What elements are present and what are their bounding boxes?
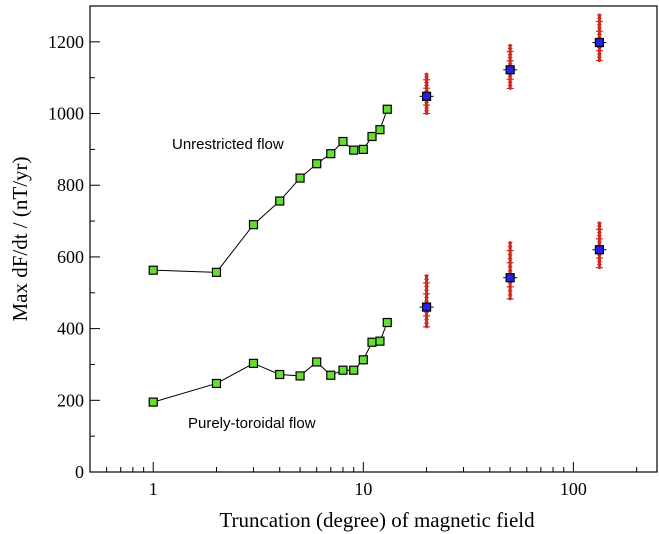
data-point <box>421 302 432 312</box>
x-axis-title: Truncation (degree) of magnetic field <box>219 508 535 532</box>
data-point <box>421 91 432 101</box>
y-axis: 0 200 400 600 800 1000 1200 <box>48 32 100 482</box>
data-point <box>148 397 158 407</box>
data-point <box>375 125 385 135</box>
data-point <box>349 145 359 155</box>
data-point <box>367 337 377 347</box>
data-point <box>148 265 158 275</box>
plot-frame <box>89 5 658 473</box>
x-tick-label: 100 <box>560 479 587 499</box>
annotation-toroidal: Purely-toroidal flow <box>188 415 316 432</box>
y-axis-title: Max dF/dt / (nT/yr) <box>8 156 32 321</box>
x-tick-label: 1 <box>149 479 158 499</box>
data-point <box>312 159 322 169</box>
data-point <box>382 104 392 114</box>
spread-points <box>423 13 603 329</box>
data-point <box>338 365 348 375</box>
y-tick-label: 600 <box>57 247 84 267</box>
data-point <box>326 370 336 380</box>
data-point <box>505 65 515 75</box>
data-point <box>275 369 285 380</box>
data-point <box>326 149 336 159</box>
data-point <box>295 371 305 381</box>
annotation-unrestricted: Unrestricted flow <box>172 136 284 153</box>
minor-ticks <box>89 77 638 472</box>
data-point <box>594 37 605 48</box>
data-point <box>211 267 222 277</box>
data-point <box>248 220 259 230</box>
data-markers <box>148 37 607 407</box>
data-point <box>349 365 359 375</box>
data-point <box>358 355 368 365</box>
x-axis: 1 10 100 <box>149 462 587 499</box>
y-tick-label: 1000 <box>48 104 84 124</box>
data-point <box>375 336 385 346</box>
y-tick-label: 0 <box>75 462 84 482</box>
y-tick-label: 800 <box>57 175 84 195</box>
data-point <box>505 273 515 283</box>
series-line <box>153 109 388 273</box>
y-tick-label: 1200 <box>48 32 84 52</box>
data-point <box>211 378 222 389</box>
data-point <box>275 196 285 206</box>
data-point <box>248 358 259 368</box>
data-point <box>594 245 605 255</box>
data-point <box>382 317 392 328</box>
data-point <box>295 173 305 183</box>
data-point <box>367 131 377 142</box>
y-tick-label: 200 <box>57 390 84 410</box>
series-line <box>153 322 388 403</box>
data-point <box>338 136 348 147</box>
x-tick-label: 10 <box>354 479 372 499</box>
y-tick-label: 400 <box>57 319 84 339</box>
data-point <box>358 144 368 154</box>
data-point <box>312 357 322 367</box>
